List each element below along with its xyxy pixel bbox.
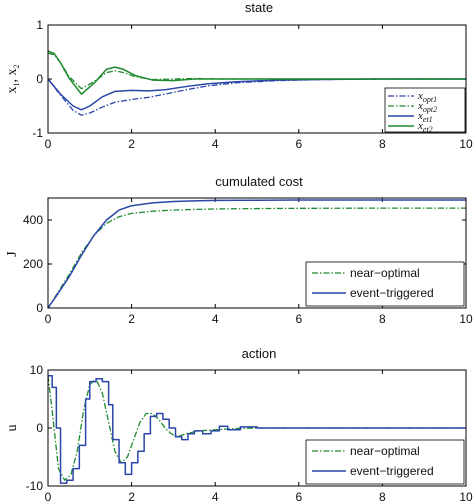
action-ylabel: u: [5, 425, 20, 432]
action-ytick-label: 10: [30, 363, 44, 377]
state-ytick-label: 0: [36, 72, 43, 86]
state-series-x-et2: [47, 50, 466, 95]
state-legend-box: [384, 87, 466, 133]
cost-ylabel: J: [5, 251, 20, 257]
action-title: action: [242, 346, 277, 361]
state-series-x-opt2: [47, 52, 466, 90]
cost-axes: 0 2 4 6 8 10 0 200 400: [23, 198, 473, 326]
action-xtick-label: 4: [212, 490, 219, 501]
cost-legend: near−optimal event−triggered: [305, 261, 465, 307]
state-xtick-label: 4: [212, 137, 219, 151]
action-legend-label-event-triggered: event−triggered: [350, 464, 434, 478]
cost-legend-label-event-triggered: event−triggered: [350, 286, 434, 300]
cost-legend-box: [305, 261, 465, 307]
cost-ytick-label: 400: [23, 213, 43, 227]
cost-title: cumulated cost: [215, 174, 303, 189]
state-xtick-label: 2: [128, 137, 135, 151]
cost-series-near-optimal: [47, 207, 466, 309]
action-series-near-optimal: [47, 375, 466, 481]
state-xtick-label: 10: [459, 137, 473, 151]
state-title: state: [245, 0, 273, 15]
cost-xtick-label: 8: [379, 312, 386, 326]
state-series-x-opt1: [47, 78, 466, 116]
state-xtick-label: 6: [295, 137, 302, 151]
cost-panel: cumulated cost J 0 2 4 6 8 10 0 200 400 near−opt…: [5, 174, 473, 326]
action-xtick-label: 0: [45, 490, 52, 501]
state-legend: xopt1 xopt2 xet1 xet2: [384, 87, 466, 134]
action-series: [47, 375, 466, 484]
action-xtick-label: 2: [128, 490, 135, 501]
state-series: [47, 50, 466, 116]
action-xtick-label: 6: [295, 490, 302, 501]
cost-series-event-triggered: [47, 199, 466, 309]
state-xtick-label: 8: [379, 137, 386, 151]
cost-xtick-label: 6: [295, 312, 302, 326]
state-xtick-label: 0: [45, 137, 52, 151]
action-plot-frame: [47, 369, 467, 487]
action-legend-box: [305, 439, 465, 485]
state-series-x-et1: [47, 78, 466, 111]
cost-xtick-label: 10: [459, 312, 473, 326]
state-panel: state x1, x2 0 2 4 6 8 10-101 xopt1 xopt2 xet…: [5, 0, 473, 151]
state-ylabel: x1, x2: [5, 65, 21, 94]
state-ytick-label: 1: [36, 18, 43, 32]
cost-legend-label-near-optimal: near−optimal: [350, 266, 420, 280]
action-xtick-label: 8: [379, 490, 386, 501]
cost-ytick-label: 200: [23, 257, 43, 271]
action-legend-label-near-optimal: near−optimal: [350, 444, 420, 458]
cost-xtick-label: 0: [45, 312, 52, 326]
action-legend: near−optimal event−triggered: [305, 439, 465, 485]
state-plot-frame: [47, 24, 467, 134]
cost-series: [47, 199, 466, 309]
action-ytick-label: 0: [36, 421, 43, 435]
cost-xtick-label: 2: [128, 312, 135, 326]
action-series-event-triggered: [48, 375, 466, 484]
cost-plot-frame: [47, 197, 467, 309]
action-ytick-label: -10: [26, 479, 44, 493]
state-ytick-label: -1: [32, 126, 43, 140]
cost-ytick-label: 0: [36, 301, 43, 315]
action-xtick-label: 10: [459, 490, 473, 501]
cost-xtick-label: 4: [212, 312, 219, 326]
